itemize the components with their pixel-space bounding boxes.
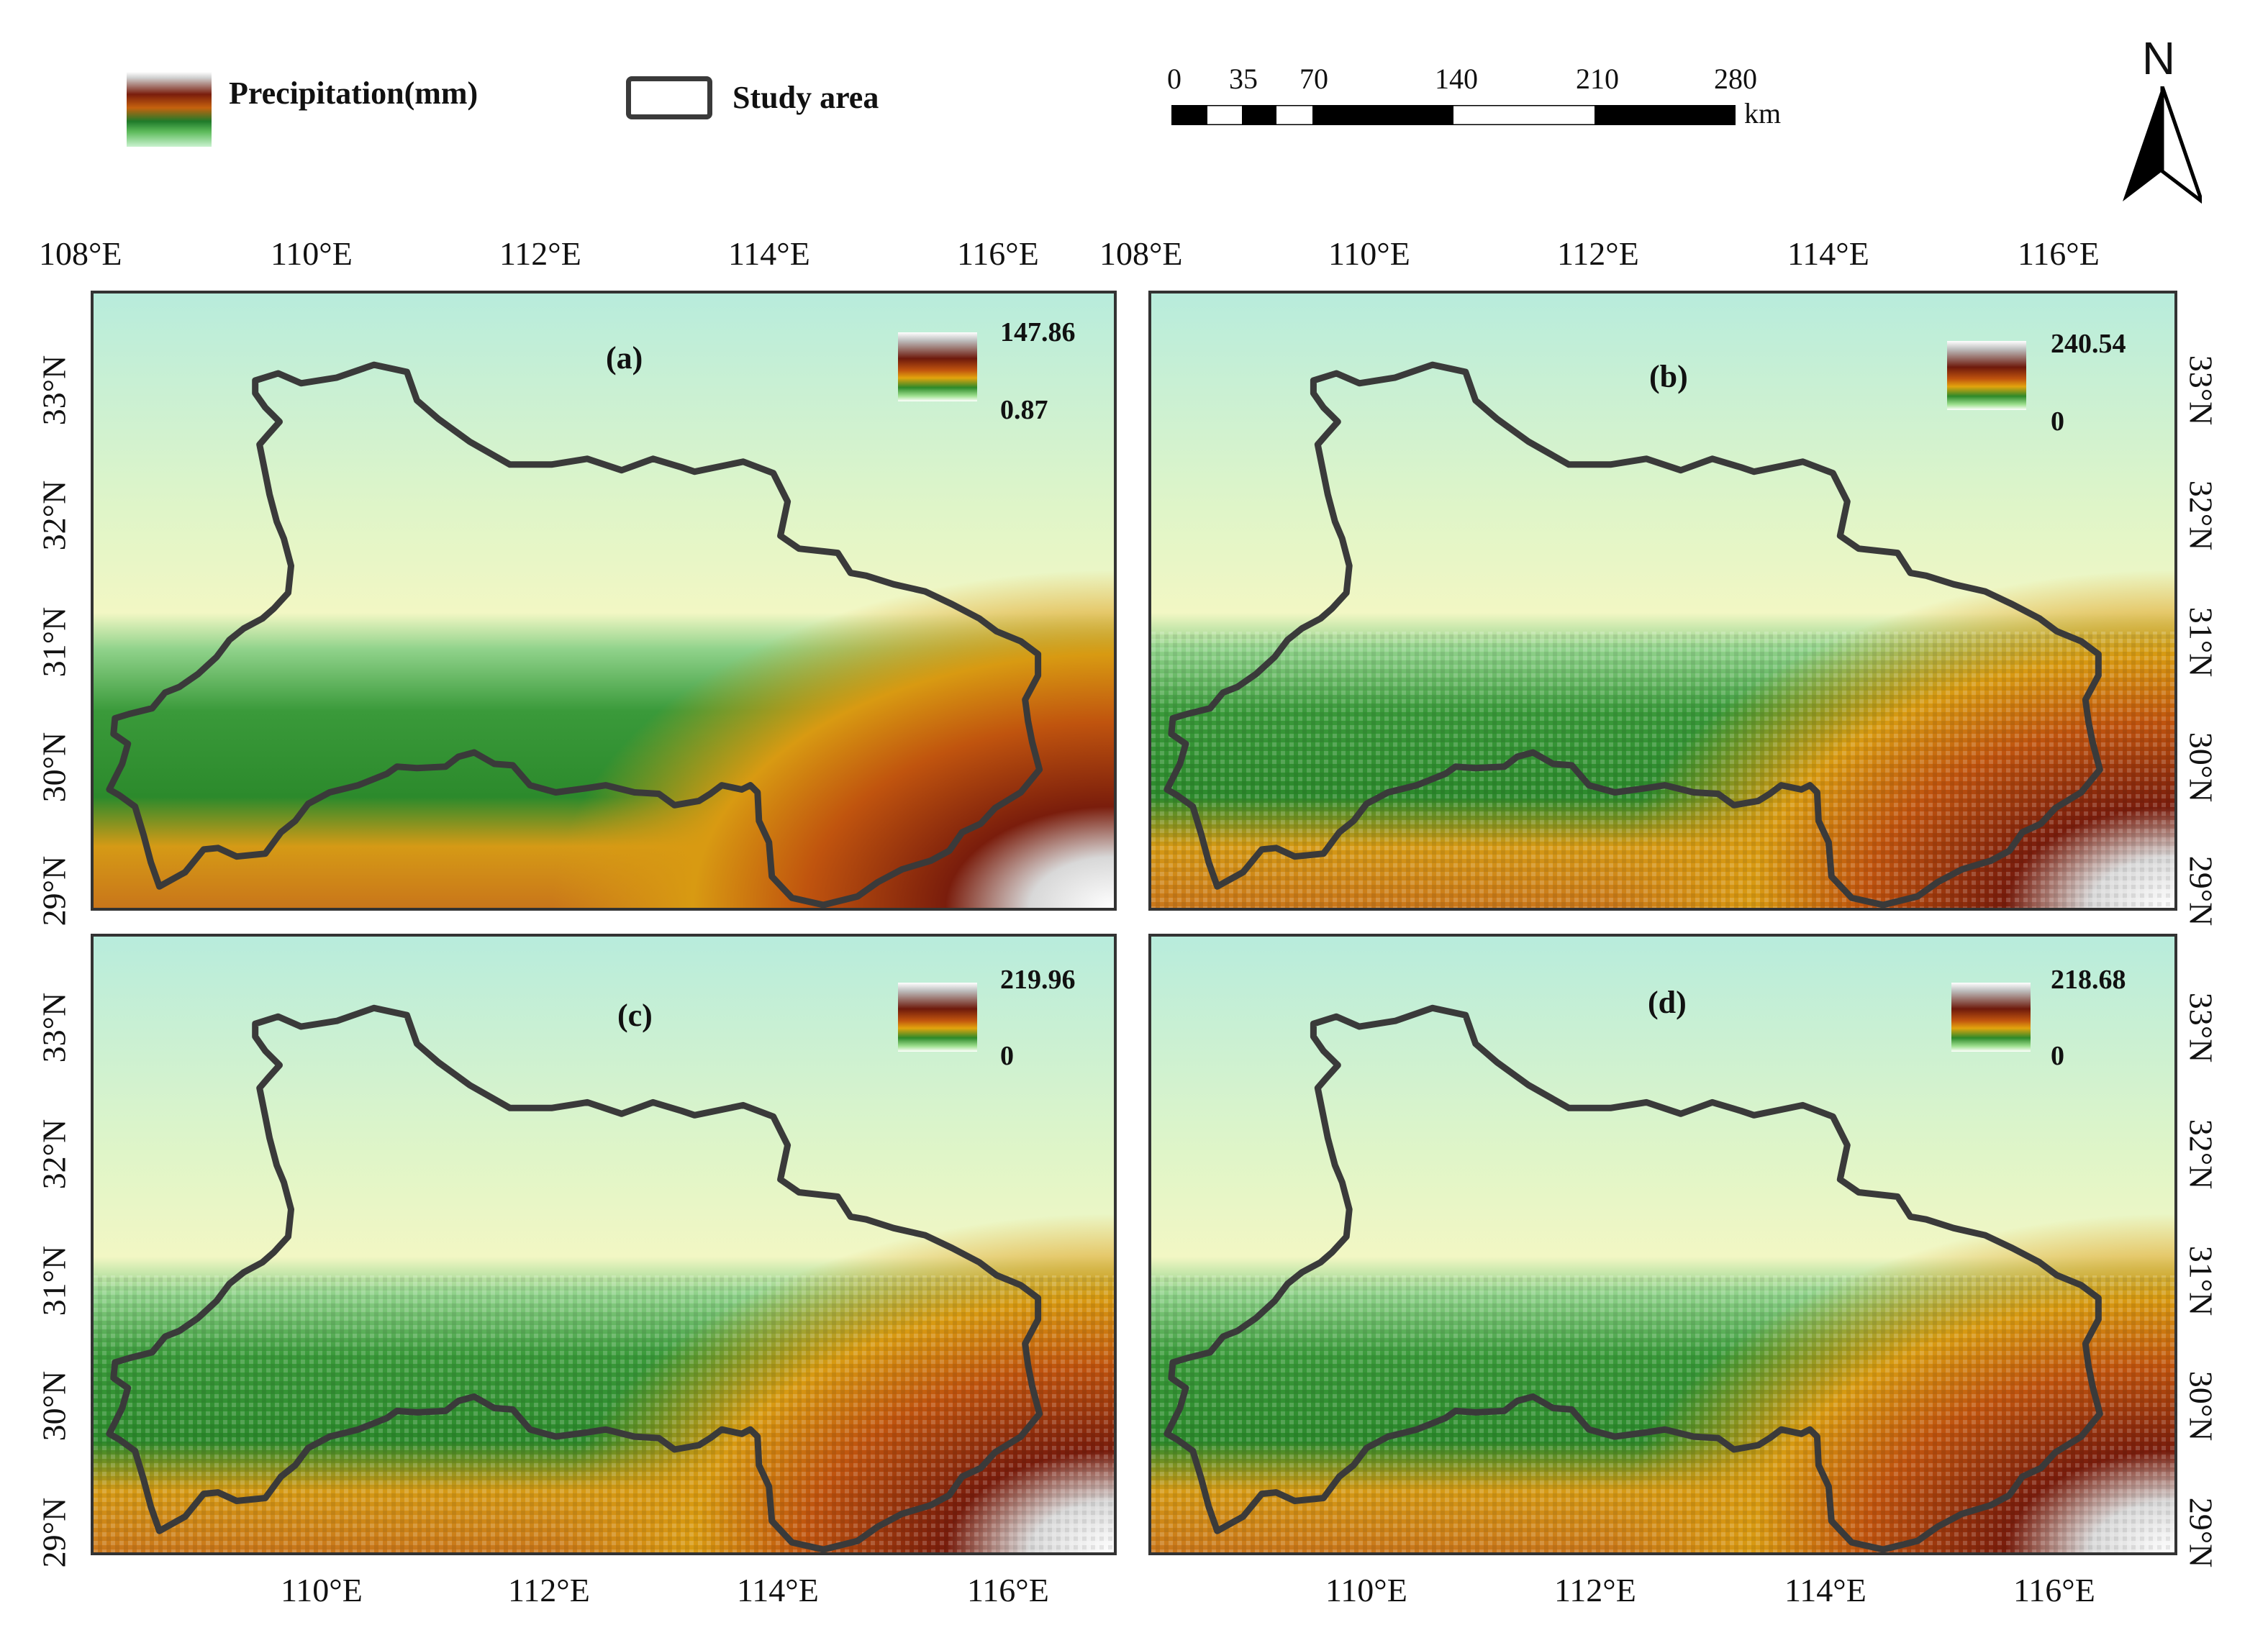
lat-label-left: 29°N — [35, 1497, 73, 1568]
scale-label: 140 — [1435, 63, 1478, 95]
lat-label-right: 32°N — [2182, 480, 2220, 551]
panel-label-a: (a) — [606, 340, 643, 376]
lon-label-bottom: 112°E — [1554, 1572, 1636, 1608]
scale-label: 35 — [1229, 63, 1258, 95]
lon-label-top: 114°E — [1787, 235, 1869, 272]
lat-label-left: 30°N — [35, 732, 73, 803]
scale-label: 0 — [1167, 63, 1181, 95]
lat-label-right: 32°N — [2182, 1119, 2220, 1190]
study-area-outline — [1164, 1004, 2103, 1552]
panel-b-legend-ramp — [1947, 341, 2026, 410]
lat-label-right: 31°N — [2182, 606, 2220, 678]
panel-label-d: (d) — [1648, 985, 1687, 1020]
panel-label-b: (b) — [1649, 359, 1688, 394]
panel-b-min: 0 — [2051, 406, 2064, 437]
lon-label-bottom: 114°E — [737, 1572, 819, 1608]
lat-label-left: 31°N — [35, 606, 73, 678]
lat-label-left: 33°N — [35, 355, 73, 426]
scale-bar — [1170, 104, 1737, 127]
panel-a-max: 147.86 — [1000, 317, 1076, 347]
lon-label-bottom: 110°E — [281, 1572, 363, 1608]
lat-label-right: 29°N — [2182, 1497, 2220, 1568]
pixel-texture — [94, 1275, 1114, 1552]
lat-label-right: 29°N — [2182, 855, 2220, 927]
map-panel-b — [1148, 291, 2177, 911]
lon-label-top: 108°E — [39, 235, 122, 272]
study-area-outline — [106, 1004, 1043, 1552]
pixel-texture — [1151, 1275, 2174, 1552]
lon-label-top: 108°E — [1099, 235, 1183, 272]
lon-label-bottom: 116°E — [967, 1572, 1049, 1608]
lon-label-top: 110°E — [271, 235, 353, 272]
panel-d-min: 0 — [2051, 1041, 2064, 1071]
lat-label-left: 29°N — [35, 855, 73, 927]
panel-a-min: 0.87 — [1000, 395, 1048, 425]
lon-label-top: 116°E — [957, 235, 1039, 272]
lat-label-left: 33°N — [35, 992, 73, 1063]
lat-label-right: 31°N — [2182, 1245, 2220, 1316]
lat-label-right: 33°N — [2182, 992, 2220, 1063]
north-arrow-icon — [2123, 86, 2206, 212]
lat-label-right: 30°N — [2182, 1370, 2220, 1442]
scale-label: 280 — [1714, 63, 1757, 95]
study-area-legend-swatch — [626, 76, 712, 119]
panel-c-max: 219.96 — [1000, 965, 1076, 995]
panel-d-legend-ramp — [1951, 983, 2031, 1052]
scale-label: 210 — [1576, 63, 1619, 95]
study-area-legend-label: Study area — [732, 80, 879, 115]
lon-label-top: 114°E — [728, 235, 810, 272]
panel-label-c: (c) — [617, 998, 653, 1033]
lon-label-top: 112°E — [1557, 235, 1639, 272]
lon-label-top: 110°E — [1328, 235, 1410, 272]
panel-a-legend-ramp — [898, 332, 977, 401]
lat-label-left: 32°N — [35, 480, 73, 551]
scale-unit: km — [1744, 97, 1782, 129]
lat-label-left: 32°N — [35, 1119, 73, 1190]
scale-label: 70 — [1299, 63, 1328, 95]
lon-label-bottom: 116°E — [2013, 1572, 2095, 1608]
map-canvas — [1151, 293, 2174, 908]
panel-c-min: 0 — [1000, 1041, 1014, 1071]
lon-label-top: 112°E — [499, 235, 581, 272]
lon-label-bottom: 112°E — [508, 1572, 590, 1608]
precipitation-legend-ramp — [127, 72, 212, 147]
lat-label-left: 30°N — [35, 1370, 73, 1442]
precipitation-legend-title: Precipitation(mm) — [229, 76, 478, 111]
north-label: N — [2141, 32, 2176, 84]
lon-label-bottom: 114°E — [1784, 1572, 1866, 1608]
panel-b-max: 240.54 — [2051, 329, 2126, 359]
study-area-outline — [106, 361, 1043, 908]
panel-d-max: 218.68 — [2051, 965, 2126, 995]
panel-c-legend-ramp — [898, 983, 977, 1052]
pixel-texture — [1151, 632, 2174, 908]
lat-label-left: 31°N — [35, 1245, 73, 1316]
lat-label-right: 33°N — [2182, 355, 2220, 426]
study-area-outline — [1164, 361, 2103, 908]
lon-label-top: 116°E — [2018, 235, 2100, 272]
lat-label-right: 30°N — [2182, 732, 2220, 803]
lon-label-bottom: 110°E — [1325, 1572, 1407, 1608]
